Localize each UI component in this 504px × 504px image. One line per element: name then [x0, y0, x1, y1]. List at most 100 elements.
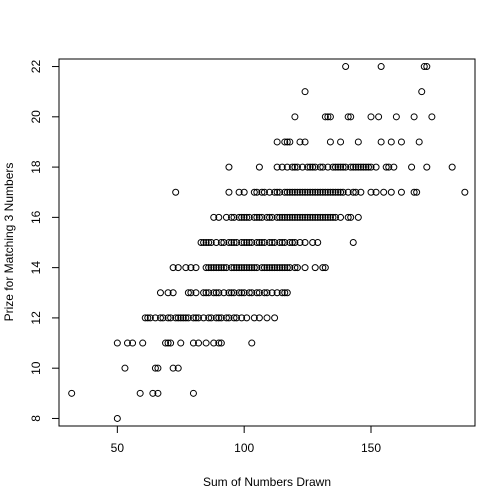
data-point [266, 188, 274, 196]
data-point [169, 264, 177, 272]
data-point [326, 113, 334, 121]
x-tick-label: 100 [234, 441, 254, 455]
data-point [205, 289, 213, 297]
data-point [255, 239, 263, 246]
data-point [225, 289, 233, 297]
data-point [210, 339, 218, 347]
data-point [146, 314, 154, 322]
data-point [359, 163, 367, 171]
data-point [169, 364, 177, 372]
data-point [281, 264, 289, 272]
data-point [192, 289, 200, 297]
data-point [319, 188, 327, 196]
data-point [184, 289, 192, 297]
data-point [278, 213, 286, 221]
data-point [413, 188, 421, 196]
data-point [195, 339, 203, 347]
data-point [278, 163, 286, 171]
data-point [306, 163, 314, 171]
data-point [326, 213, 334, 221]
data-point [291, 113, 299, 121]
data-point [342, 63, 350, 71]
data-point [283, 163, 291, 171]
data-point [461, 188, 469, 196]
data-point [217, 314, 225, 322]
data-point [418, 88, 426, 96]
data-point [174, 364, 182, 372]
data-point [349, 163, 357, 171]
data-point [202, 264, 210, 272]
data-point [397, 188, 405, 196]
data-point [306, 213, 314, 221]
data-point [238, 239, 246, 246]
data-point [164, 339, 172, 347]
data-point [286, 213, 294, 221]
data-point [144, 314, 152, 322]
data-point [225, 239, 233, 246]
data-point [227, 289, 235, 297]
data-point [392, 113, 400, 121]
data-point [230, 289, 238, 297]
data-point [217, 339, 225, 347]
data-point [372, 188, 380, 196]
data-point [278, 239, 286, 246]
data-point [273, 138, 281, 146]
data-point [245, 264, 253, 272]
x-axis-label: Sum of Numbers Drawn [203, 475, 331, 489]
data-point [357, 188, 365, 196]
data-point [382, 163, 390, 171]
data-point [324, 163, 332, 171]
data-point [263, 213, 271, 221]
data-point [337, 213, 345, 221]
data-point [215, 213, 223, 221]
data-point [299, 188, 307, 196]
data-point [258, 239, 266, 246]
data-point [321, 113, 329, 121]
data-point [141, 314, 149, 322]
data-point [156, 289, 164, 297]
data-point [367, 163, 375, 171]
data-point [387, 138, 395, 146]
data-point [278, 264, 286, 272]
data-point [227, 213, 235, 221]
data-point [283, 138, 291, 146]
data-point [283, 289, 291, 297]
data-point [266, 213, 274, 221]
data-point [255, 289, 263, 297]
data-point [304, 163, 312, 171]
data-point [293, 163, 301, 171]
data-point [243, 264, 251, 272]
data-point [291, 188, 299, 196]
data-point [329, 213, 337, 221]
data-point [286, 264, 294, 272]
data-point [423, 163, 431, 171]
data-point [304, 213, 312, 221]
data-point [291, 239, 299, 246]
data-point [278, 289, 286, 297]
data-point [258, 264, 266, 272]
data-point [299, 213, 307, 221]
data-point [337, 138, 345, 146]
data-point [151, 314, 159, 322]
data-point [177, 314, 185, 322]
data-point [243, 314, 251, 322]
data-point [311, 163, 319, 171]
data-point [225, 163, 233, 171]
data-point [123, 339, 131, 347]
data-point [293, 213, 301, 221]
data-point [240, 264, 248, 272]
data-point [245, 239, 253, 246]
data-point [293, 264, 301, 272]
data-point [329, 188, 337, 196]
data-point [230, 314, 238, 322]
data-point [233, 239, 241, 246]
data-point [375, 113, 383, 121]
data-point [215, 314, 223, 322]
data-point [266, 239, 274, 246]
data-point [121, 364, 129, 372]
data-point [210, 289, 218, 297]
data-point [283, 264, 291, 272]
data-point [136, 389, 144, 397]
data-point [212, 289, 220, 297]
data-point [276, 213, 284, 221]
